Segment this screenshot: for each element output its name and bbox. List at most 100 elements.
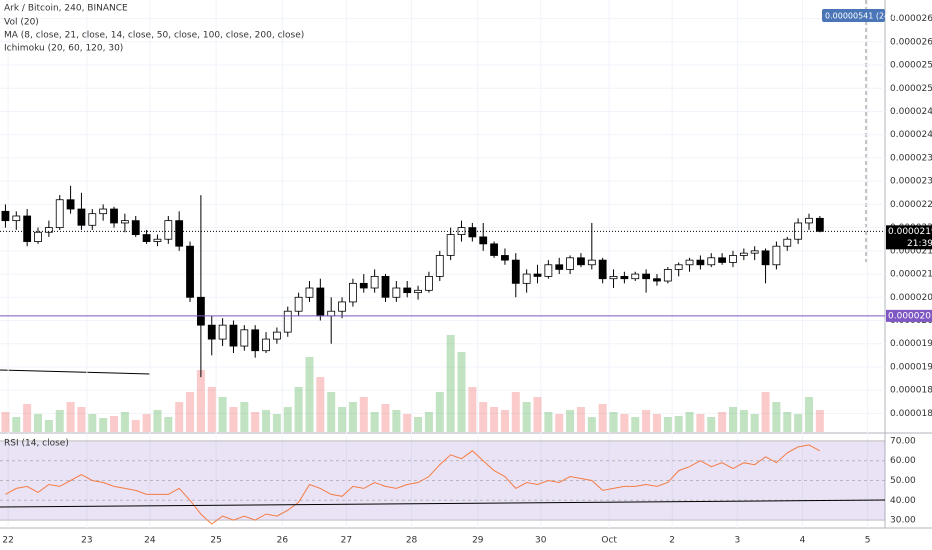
volume-bar bbox=[620, 414, 629, 432]
volume-bar bbox=[414, 417, 423, 432]
candle-body bbox=[153, 238, 162, 242]
volume-bar bbox=[696, 414, 705, 432]
volume-bar bbox=[642, 410, 651, 432]
candle-body bbox=[435, 255, 444, 277]
volume-bar bbox=[500, 410, 509, 432]
volume-bar bbox=[305, 357, 314, 432]
candle-body bbox=[772, 245, 781, 266]
volume-bar bbox=[88, 414, 97, 432]
volume-bar bbox=[468, 387, 477, 432]
candle-body bbox=[696, 259, 705, 266]
candle-body bbox=[815, 217, 824, 232]
volume-bar bbox=[207, 387, 216, 432]
candle-body bbox=[327, 310, 336, 317]
chart-title: Ark / Bitcoin, 240, BINANCE bbox=[4, 4, 128, 14]
volume-bar bbox=[44, 420, 53, 432]
candle-body bbox=[262, 338, 270, 352]
volume-bar bbox=[555, 414, 564, 432]
volume-bar bbox=[490, 407, 499, 432]
y-tick-label: 0.00002050 bbox=[890, 293, 932, 303]
candle-body bbox=[273, 331, 281, 340]
y-tick-label: 0.00001800 bbox=[890, 409, 932, 419]
volume-bar bbox=[707, 417, 716, 432]
candle-body bbox=[577, 257, 585, 266]
candle-body bbox=[44, 227, 53, 233]
candle-body bbox=[164, 220, 173, 240]
volume-bar bbox=[12, 417, 21, 432]
volume-bar bbox=[446, 335, 455, 432]
candle-body bbox=[414, 289, 422, 294]
candle-body bbox=[403, 287, 412, 294]
volume-bar bbox=[283, 407, 292, 432]
candle-body bbox=[142, 234, 151, 242]
candle-body bbox=[77, 208, 86, 226]
volume-bar bbox=[370, 412, 379, 432]
candle-body bbox=[294, 296, 303, 312]
candle-body bbox=[283, 310, 292, 333]
y-tick-label: 0.00002650 bbox=[890, 14, 932, 24]
y-tick-label: 0.00002550 bbox=[890, 61, 932, 71]
volume-bar bbox=[522, 402, 531, 432]
volume-bar bbox=[794, 414, 803, 432]
volume-bar bbox=[55, 410, 64, 432]
volume-bar bbox=[804, 397, 813, 432]
volume-bar bbox=[272, 414, 281, 432]
volume-bar bbox=[652, 414, 661, 432]
volume-bar bbox=[316, 377, 325, 432]
candle-body bbox=[175, 220, 184, 247]
candle-body bbox=[783, 238, 792, 247]
y-tick-label: 0.00002300 bbox=[890, 177, 932, 187]
candle-body bbox=[511, 259, 520, 284]
volume-bar bbox=[674, 416, 683, 432]
volume-bar bbox=[359, 397, 368, 432]
candle-body bbox=[609, 275, 618, 280]
volume-bar bbox=[99, 418, 108, 432]
candle-body bbox=[501, 255, 509, 261]
x-tick-label: 29 bbox=[472, 536, 484, 546]
volume-bar bbox=[663, 417, 672, 432]
y-tick-label: 0.00002100 bbox=[890, 270, 932, 280]
candle-body bbox=[305, 287, 314, 298]
candle-body bbox=[66, 199, 75, 210]
candle-body bbox=[1, 210, 10, 222]
volume-bar bbox=[566, 410, 575, 432]
candle-body bbox=[131, 220, 140, 235]
candle-body bbox=[381, 275, 390, 298]
grid bbox=[0, 0, 885, 528]
axis-labels: 0.00001800 0.00001850 0.00001900 0.00001950… bbox=[2, 9, 932, 546]
y-tick-label: 0.00001850 bbox=[890, 386, 932, 396]
volume-bar bbox=[110, 416, 119, 432]
volume-bar bbox=[348, 402, 357, 432]
candle-body bbox=[631, 273, 640, 280]
candle-body bbox=[218, 324, 227, 340]
trend-line bbox=[0, 369, 151, 375]
x-tick-label: Oct bbox=[601, 536, 617, 546]
x-tick-label: 3 bbox=[734, 536, 740, 546]
countdown: 21:39 bbox=[907, 239, 932, 249]
candle-body bbox=[316, 287, 325, 317]
indicator-label: Vol (20) bbox=[4, 18, 39, 28]
y-tick-label: 0.00002250 bbox=[890, 200, 932, 210]
candle-body bbox=[729, 255, 737, 263]
rsi-tick-label: 40.00 bbox=[890, 496, 916, 506]
volume-bar bbox=[576, 407, 585, 432]
volume-bar bbox=[338, 407, 347, 432]
candle-body bbox=[544, 264, 553, 277]
candle-body bbox=[479, 236, 488, 245]
x-tick-label: 26 bbox=[277, 536, 289, 546]
price-label: 0.00002192 bbox=[888, 227, 932, 237]
volume-bar bbox=[609, 412, 618, 432]
y-tick-label: 0.00002600 bbox=[890, 37, 932, 47]
candle-body bbox=[533, 273, 542, 277]
volume-bar bbox=[186, 392, 195, 432]
volume-bar bbox=[34, 414, 43, 432]
candle-body bbox=[370, 275, 379, 289]
y-tick-label: 0.00002450 bbox=[890, 107, 932, 117]
volume-bar bbox=[262, 410, 271, 432]
candle-body bbox=[120, 220, 129, 224]
candle-body bbox=[88, 213, 97, 226]
volume-bar bbox=[153, 410, 162, 432]
x-tick-label: 27 bbox=[341, 536, 352, 546]
level-label: 0.00002010 bbox=[888, 311, 932, 321]
